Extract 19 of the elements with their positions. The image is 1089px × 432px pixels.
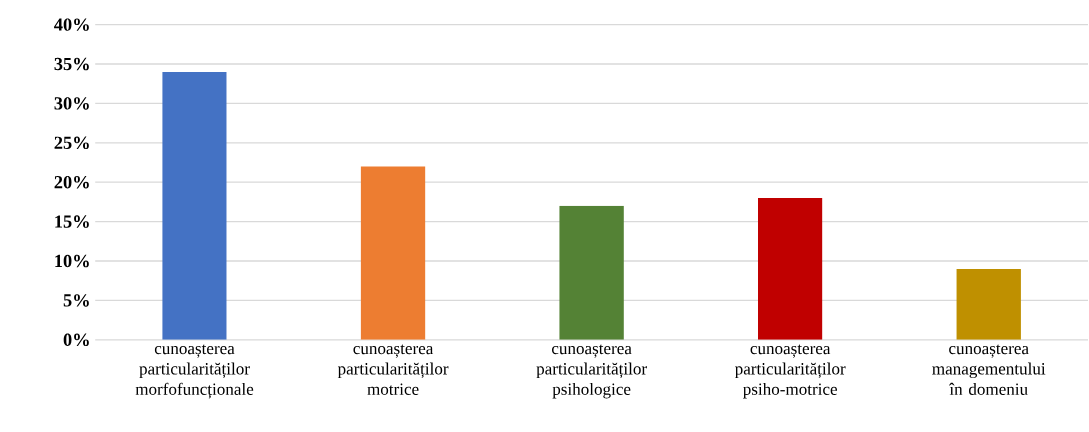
y-tick-label: 0% <box>63 333 89 346</box>
bar <box>360 166 426 340</box>
x-tick-label: cunoașterea particularităților psihologice <box>536 344 647 399</box>
y-tick-label: 15% <box>55 215 89 228</box>
y-tick-label: 30% <box>54 96 89 110</box>
x-tick-label: cunoașterea particularităților psiho-motrice <box>734 344 846 399</box>
y-tick-label: 40% <box>54 18 89 31</box>
x-tick-label: cunoașterea particularităților morfofuncționale <box>135 344 254 399</box>
y-tick-label: 35% <box>54 57 89 71</box>
y-tick-label: 25% <box>54 136 89 149</box>
bar <box>956 268 1021 340</box>
bar <box>559 205 624 340</box>
bar <box>162 71 227 340</box>
y-tick-label: 20% <box>54 175 89 189</box>
x-tick-label: cunoașterea managementului în domeniu <box>932 344 1046 395</box>
x-tick-label: cunoașterea particularităților motrice <box>337 344 449 395</box>
y-tick-label: 5% <box>63 293 89 307</box>
bar <box>758 197 823 340</box>
y-tick-label: 10% <box>55 254 89 268</box>
